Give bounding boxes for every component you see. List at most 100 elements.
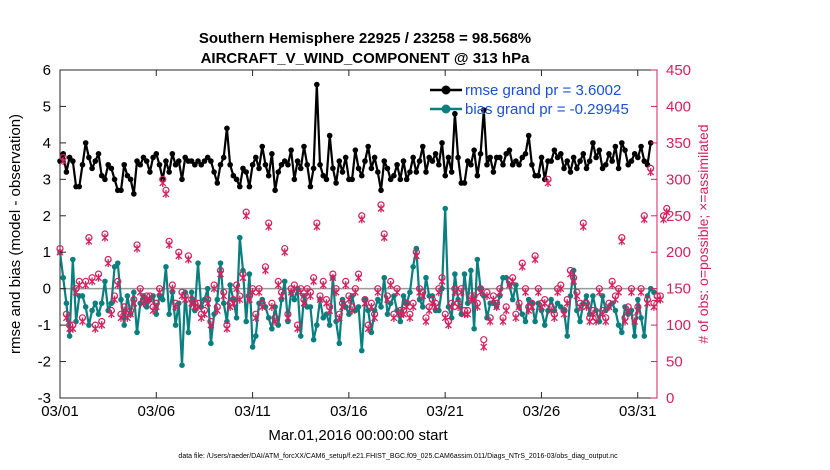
obs-assimilated-point [252, 313, 260, 322]
rmse-point [105, 161, 111, 168]
rmse-point [358, 172, 365, 179]
bias-point [532, 318, 538, 325]
rmse-point [522, 151, 529, 157]
bias-point [179, 362, 185, 369]
obs-assimilated-point [79, 317, 86, 326]
obs-assimilated-point [85, 237, 93, 246]
bias-point [461, 271, 468, 277]
obs-assimilated-point [595, 288, 603, 297]
obs-assimilated-point [255, 288, 263, 297]
rmse-point [535, 172, 542, 179]
obs-assimilated-point [335, 313, 343, 322]
bias-point [243, 318, 249, 325]
obs-assimilated-point [422, 317, 430, 326]
rmse-point [551, 147, 558, 153]
obs-assimilated-point [534, 288, 542, 297]
obs-assimilated-point [599, 310, 607, 319]
bias-point [474, 256, 481, 263]
rmse-point [391, 172, 397, 179]
legend-rmse-marker [441, 85, 451, 95]
bias-point [647, 285, 654, 292]
rmse-point [567, 169, 574, 175]
rmse-point [419, 143, 426, 150]
obs-assimilated-point [262, 266, 269, 275]
obs-assimilated-point [220, 291, 228, 300]
rmse-point [121, 161, 128, 168]
obs-assimilated-point [236, 295, 244, 304]
obs-assimilated-point [310, 277, 318, 286]
y2-tick-label: 350 [666, 135, 691, 152]
rmse-point [66, 154, 73, 161]
bias-point [214, 296, 221, 303]
obs-assimilated-point [444, 321, 452, 330]
rmse-point [506, 147, 513, 153]
rmse-point [265, 172, 272, 179]
obs-assimilated-point [432, 302, 440, 311]
bias-point [60, 274, 67, 281]
obs-assimilated-point [98, 321, 106, 330]
y-tick-label: -2 [38, 354, 51, 371]
rmse-point [432, 151, 439, 157]
rmse-point [625, 161, 632, 168]
obs-assimilated-point [624, 306, 632, 315]
obs-assimilated-point [615, 288, 623, 297]
obs-assimilated-point [95, 273, 102, 282]
rmse-point [301, 143, 307, 150]
x-tick-label: 03/16 [330, 403, 368, 420]
obs-assimilated-point [560, 310, 568, 319]
rmse-point [564, 158, 571, 164]
bias-point [159, 296, 166, 303]
bias-point [378, 304, 384, 310]
obs-assimilated-point [204, 299, 212, 308]
rmse-point [474, 172, 481, 179]
obs-assimilated-point [509, 277, 517, 286]
rmse-point [622, 147, 628, 153]
bias-point [92, 300, 99, 307]
y2-tick-label: 50 [666, 354, 683, 371]
rmse-point [403, 176, 410, 183]
rmse-point [570, 154, 577, 161]
obs-assimilated-point [515, 302, 523, 311]
obs-assimilated-point [522, 288, 529, 297]
rmse-point [400, 158, 407, 164]
rmse-point [220, 154, 227, 161]
legend: rmse grand pr = 3.6002 bias grand pr = -… [430, 82, 629, 118]
obs-assimilated-point [355, 273, 363, 282]
bias-point [188, 289, 195, 296]
obs-assimilated-point [130, 299, 138, 308]
rmse-point [436, 161, 442, 168]
rmse-point [452, 110, 458, 117]
obs-assimilated-point [451, 288, 459, 297]
rmse-point [615, 165, 622, 172]
obs-assimilated-point [91, 324, 99, 333]
rmse-point [175, 158, 182, 164]
bias-point [326, 322, 333, 328]
obs-assimilated-point [499, 317, 507, 326]
rmse-point [596, 147, 603, 153]
bias-point [631, 333, 638, 339]
y-tick-label: 3 [43, 171, 51, 188]
rmse-point [477, 151, 484, 157]
obs-assimilated-point [473, 302, 481, 311]
obs-assimilated-point [114, 281, 122, 290]
obs-assimilated-point [329, 273, 337, 282]
rmse-point [307, 183, 314, 190]
bias-point [131, 289, 137, 296]
obs-assimilated-point [258, 302, 266, 311]
rmse-point [172, 161, 179, 168]
rmse-point [304, 161, 310, 168]
obs-assimilated-point [152, 302, 160, 311]
rmse-point [644, 161, 651, 168]
rmse-point [166, 169, 172, 175]
bias-point [651, 289, 657, 296]
y-tick-label: 4 [43, 135, 51, 152]
x-tick-label: 03/26 [523, 403, 561, 420]
rmse-point [240, 165, 246, 172]
obs-assimilated-point [213, 306, 221, 315]
bias-point [281, 278, 288, 285]
rmse-point [612, 143, 619, 150]
rmse-point [192, 161, 198, 168]
rmse-point [281, 158, 288, 164]
bias-point [265, 315, 272, 321]
y-tick-label: 0 [43, 281, 51, 298]
